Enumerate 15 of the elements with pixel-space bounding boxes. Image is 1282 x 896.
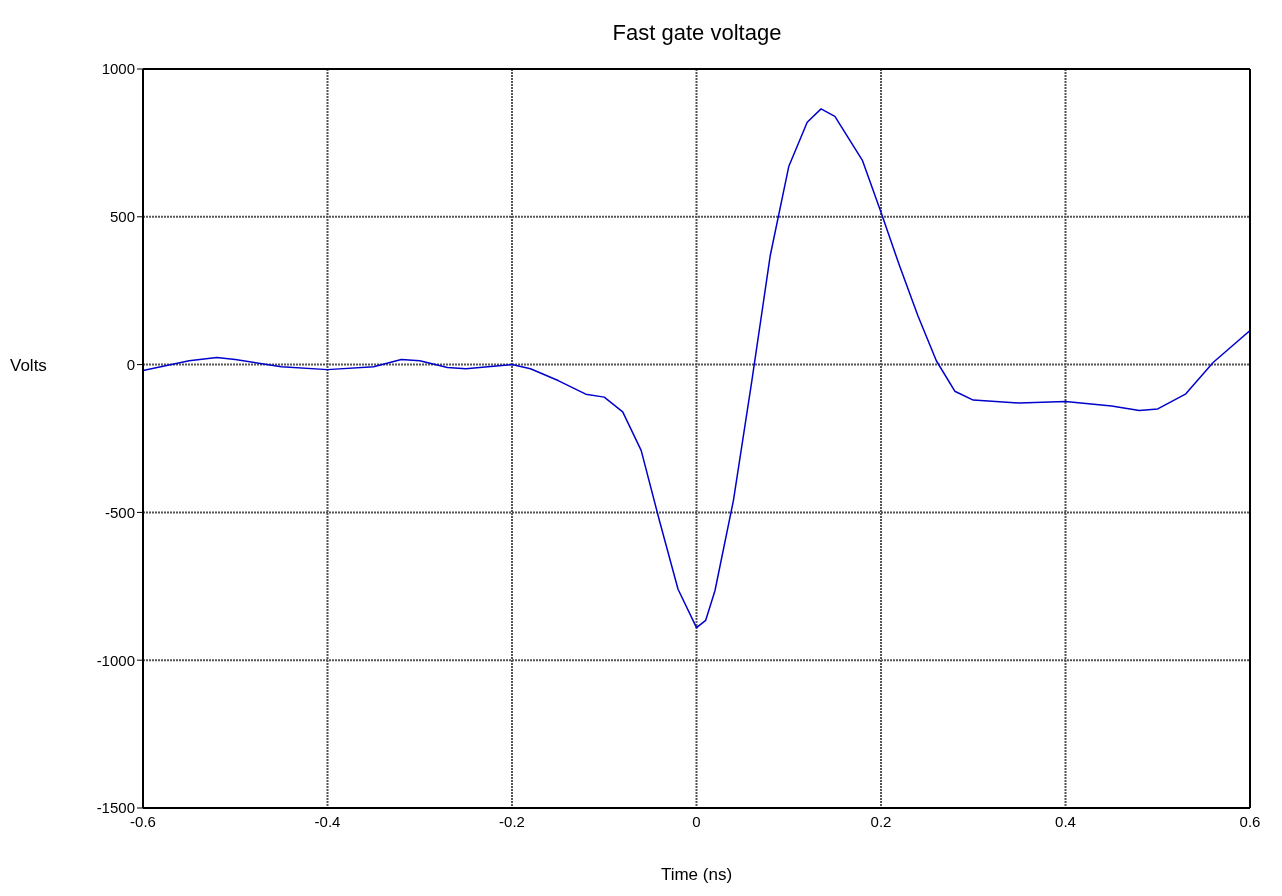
line-series	[143, 108, 1250, 629]
y-axis-title: Volts	[10, 356, 47, 376]
x-tick-label: 0.4	[1055, 812, 1076, 830]
chart-title: Fast gate voltage	[611, 20, 783, 46]
x-tick-label: -0.4	[314, 812, 341, 830]
y-tick-label: -1000	[96, 651, 135, 669]
y-tick-label: 1000	[101, 60, 135, 78]
x-tick-label: 0.6	[1239, 812, 1261, 830]
y-tick-label: 500	[109, 208, 135, 226]
x-tick-label: 0.2	[870, 812, 892, 830]
y-tick-label: -500	[104, 503, 135, 521]
y-tick-label: 0	[126, 355, 135, 373]
x-axis-title: Time (ns)	[660, 865, 733, 884]
x-tick-label: 0	[692, 812, 701, 830]
x-tick-label: -0.2	[499, 812, 525, 830]
